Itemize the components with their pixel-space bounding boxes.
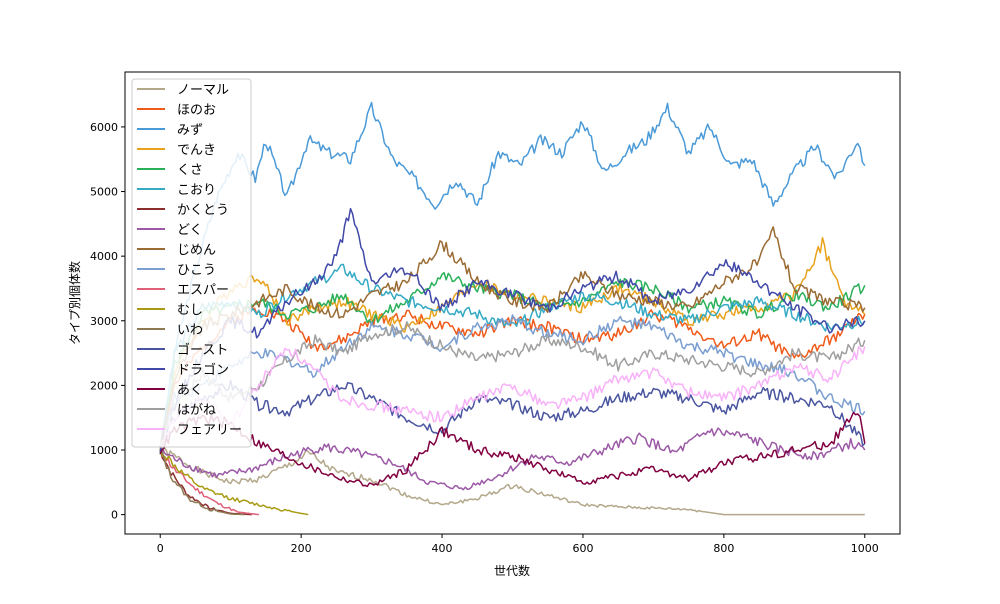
legend-label: ドラゴン bbox=[177, 362, 229, 378]
legend-label: フェアリー bbox=[177, 423, 242, 438]
legend-label: ひこう bbox=[177, 263, 216, 278]
series-line bbox=[159, 226, 866, 453]
series-line bbox=[159, 447, 309, 516]
series-line bbox=[159, 448, 245, 516]
series-line bbox=[159, 263, 866, 448]
plot-frame bbox=[124, 71, 901, 535]
legend-label: ゴースト bbox=[177, 342, 228, 358]
series-line bbox=[159, 346, 866, 448]
legend-label: ノーマル bbox=[177, 83, 229, 98]
legend-label: でんき bbox=[177, 143, 216, 158]
legend-label: いわ bbox=[177, 323, 203, 338]
legend-label: ほのお bbox=[177, 103, 216, 118]
legend-label: むし bbox=[177, 303, 203, 318]
x-tick-label: 800 bbox=[713, 542, 734, 555]
series-line bbox=[159, 321, 866, 449]
x-tick-label: 1000 bbox=[851, 542, 879, 555]
legend-label: こおり bbox=[177, 183, 216, 198]
x-tick-label: 0 bbox=[157, 542, 164, 555]
series-line bbox=[159, 446, 865, 516]
legend-label: じめん bbox=[177, 243, 216, 258]
x-tick-label: 200 bbox=[291, 542, 312, 555]
legend-label: みず bbox=[177, 123, 203, 138]
x-axis-label: 世代数 bbox=[494, 563, 530, 578]
y-axis: 0 1000 2000 3000 4000 5000 6000 bbox=[90, 121, 125, 522]
legend: ノーマルほのおみずでんきくさこおりかくとうどくじめんひこうエスパーむしいわゴース… bbox=[131, 78, 252, 448]
series-line bbox=[159, 101, 866, 453]
x-axis: 0 200 400 600 800 1000 bbox=[157, 534, 879, 555]
y-tick-label: 6000 bbox=[90, 121, 118, 134]
legend-label: どく bbox=[177, 223, 203, 238]
legend-label: エスパー bbox=[177, 283, 229, 298]
legend-label: はがね bbox=[177, 403, 216, 418]
series-line bbox=[159, 427, 866, 491]
y-tick-label: 1000 bbox=[90, 444, 118, 457]
y-axis-label: タイプ別個体数 bbox=[67, 261, 82, 345]
x-tick-label: 600 bbox=[572, 542, 593, 555]
y-tick-label: 2000 bbox=[90, 379, 118, 392]
y-tick-label: 0 bbox=[111, 509, 118, 522]
y-tick-label: 4000 bbox=[90, 250, 118, 263]
legend-label: かくとう bbox=[177, 203, 229, 218]
series-line bbox=[159, 411, 866, 488]
y-tick-label: 5000 bbox=[90, 186, 118, 199]
plot-lines bbox=[159, 101, 866, 516]
legend-box bbox=[131, 78, 252, 448]
series-line bbox=[159, 314, 866, 455]
legend-label: くさ bbox=[177, 163, 203, 178]
x-tick-label: 400 bbox=[432, 542, 453, 555]
y-tick-label: 3000 bbox=[90, 315, 118, 328]
legend-label: あく bbox=[177, 383, 203, 398]
series-line bbox=[159, 379, 866, 452]
series-line bbox=[159, 445, 259, 516]
series-line bbox=[159, 207, 866, 453]
